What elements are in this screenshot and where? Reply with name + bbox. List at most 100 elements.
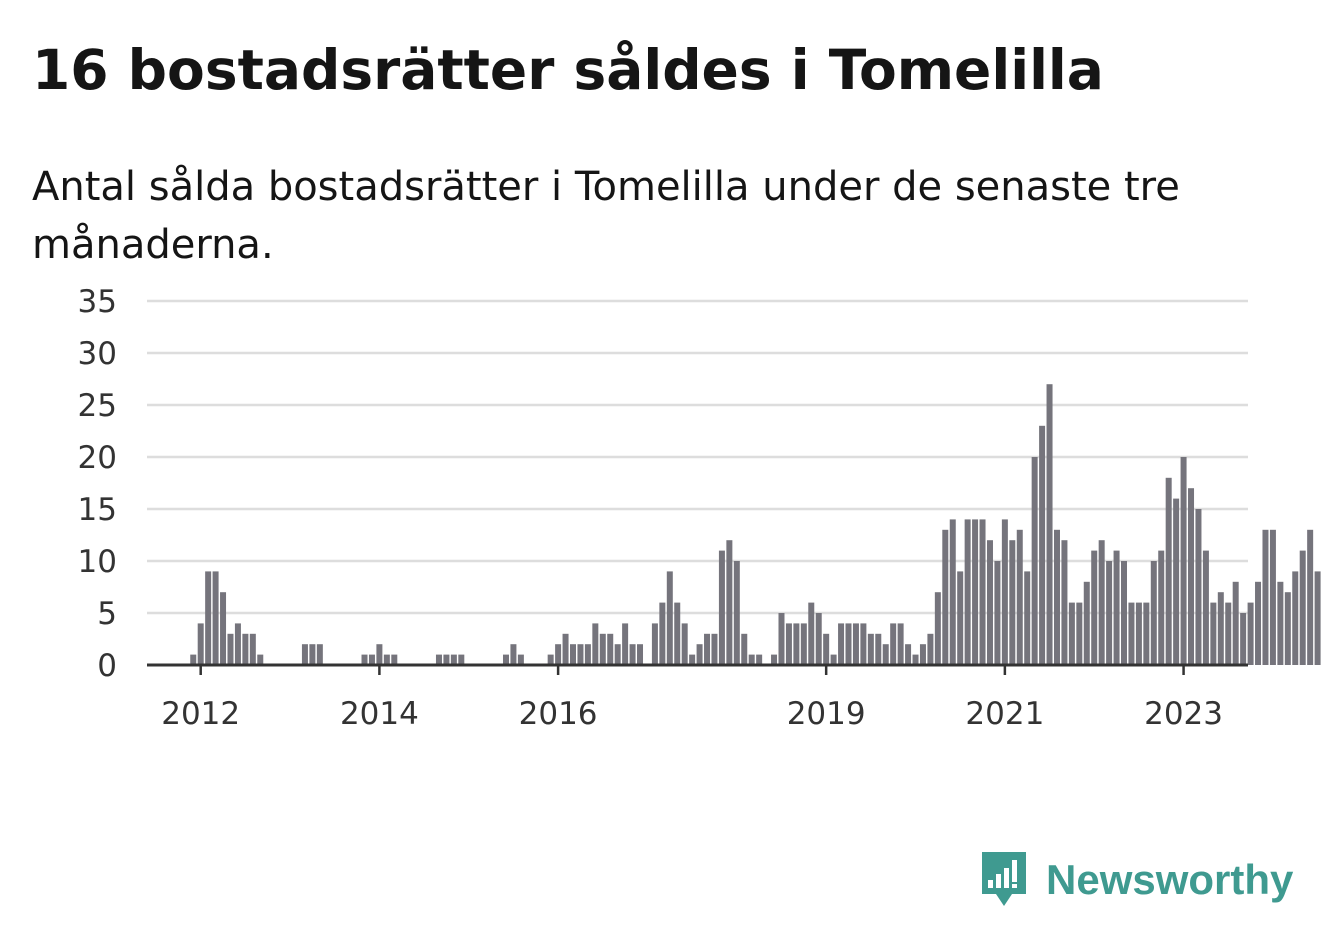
- bar: [793, 623, 800, 665]
- bar: [1202, 550, 1209, 665]
- bar: [1150, 561, 1157, 665]
- y-tick-label: 5: [97, 596, 117, 632]
- y-tick-label: 35: [78, 284, 117, 320]
- bar: [994, 561, 1001, 665]
- bar: [1121, 561, 1127, 665]
- bar: [234, 623, 241, 665]
- bar: [696, 644, 703, 665]
- bar: [1106, 561, 1113, 665]
- bar: [704, 633, 711, 665]
- bar: [212, 571, 219, 665]
- bar: [637, 644, 644, 665]
- chart-title: 16 bostadsrätter såldes i Tomelilla: [32, 38, 1104, 102]
- bar: [674, 602, 681, 665]
- bar: [190, 654, 197, 665]
- bar: [555, 644, 562, 665]
- x-tick-label: 2016: [519, 696, 598, 732]
- bar: [785, 623, 792, 665]
- bar: [845, 623, 852, 665]
- bar: [942, 529, 949, 665]
- bar: [1053, 529, 1060, 665]
- bar: [808, 602, 815, 665]
- bar: [1024, 571, 1031, 665]
- bar: [1135, 602, 1142, 665]
- bar: [1158, 550, 1165, 665]
- bar: [771, 654, 778, 665]
- bar: [301, 644, 308, 665]
- bar: [875, 633, 882, 665]
- bar: [614, 644, 621, 665]
- bar: [1061, 540, 1068, 665]
- bar: [368, 654, 375, 665]
- grid-lines: [147, 299, 1248, 615]
- bar: [651, 623, 658, 665]
- newsworthy-logo-icon: [982, 852, 1026, 906]
- bar: [800, 623, 807, 665]
- x-axis-labels: 2012201420162019202120232025: [161, 696, 1223, 732]
- bar: [830, 654, 837, 665]
- x-tick-label: 2012: [161, 696, 240, 732]
- bar: [1031, 457, 1038, 665]
- y-tick-label: 20: [78, 440, 117, 476]
- bar: [1232, 581, 1239, 665]
- bar: [1255, 581, 1262, 665]
- bar: [1180, 457, 1187, 665]
- bar: [242, 633, 249, 665]
- bar: [1001, 519, 1008, 665]
- bar: [1165, 477, 1172, 665]
- bar: [1217, 592, 1224, 665]
- bar: [1210, 602, 1217, 665]
- bar: [435, 654, 442, 665]
- bar: [1188, 488, 1195, 665]
- y-tick-label: 30: [78, 336, 117, 372]
- bar: [502, 654, 509, 665]
- bar: [778, 613, 785, 665]
- bar: [584, 644, 591, 665]
- bar: [972, 519, 979, 665]
- y-tick-label: 10: [78, 544, 117, 580]
- bar: [718, 550, 725, 665]
- bar: [733, 561, 740, 665]
- bar: [957, 571, 964, 665]
- bar: [227, 633, 234, 665]
- bar: [711, 633, 718, 665]
- bar: [1284, 592, 1291, 665]
- bar: [1225, 602, 1232, 665]
- y-tick-label: 25: [78, 388, 117, 424]
- bar: [570, 644, 576, 665]
- bar: [1307, 529, 1314, 665]
- bar: [205, 571, 212, 665]
- bar: [748, 654, 755, 665]
- bar: [1016, 529, 1023, 665]
- y-tick-label: 15: [78, 492, 117, 528]
- bar: [1113, 550, 1120, 665]
- x-tick-label: 2014: [340, 696, 419, 732]
- bar: [577, 644, 584, 665]
- bar: [1314, 571, 1321, 665]
- brand-name: Newsworthy: [1046, 856, 1294, 903]
- chart-subtitle: Antal sålda bostadsrätter i Tomelilla un…: [32, 164, 1180, 268]
- bar: [1009, 540, 1016, 665]
- bar: [934, 592, 941, 665]
- bar: [838, 623, 845, 665]
- brand-logo: Newsworthy: [978, 848, 1293, 912]
- bar-chart: 0 5 10 15 20 25 30 35 2012 2014 2016 2019 2021 2023 2…: [78, 284, 1321, 732]
- bar: [756, 654, 763, 665]
- y-axis-labels: 0 5 10 15 20 25 30 35: [78, 284, 117, 684]
- y-tick-label: 0: [97, 648, 117, 684]
- bar: [681, 623, 688, 665]
- x-tick-label: 2021: [965, 696, 1044, 732]
- bar: [220, 592, 227, 665]
- bar: [1277, 581, 1284, 665]
- bar: [1195, 509, 1202, 665]
- bar: [517, 654, 524, 665]
- bars: [190, 384, 1321, 665]
- bar: [607, 633, 614, 665]
- bar: [562, 633, 569, 665]
- bar: [890, 623, 897, 665]
- bar: [689, 654, 696, 665]
- bar: [919, 644, 926, 665]
- bar: [592, 623, 599, 665]
- bar: [912, 654, 919, 665]
- bar: [257, 654, 264, 665]
